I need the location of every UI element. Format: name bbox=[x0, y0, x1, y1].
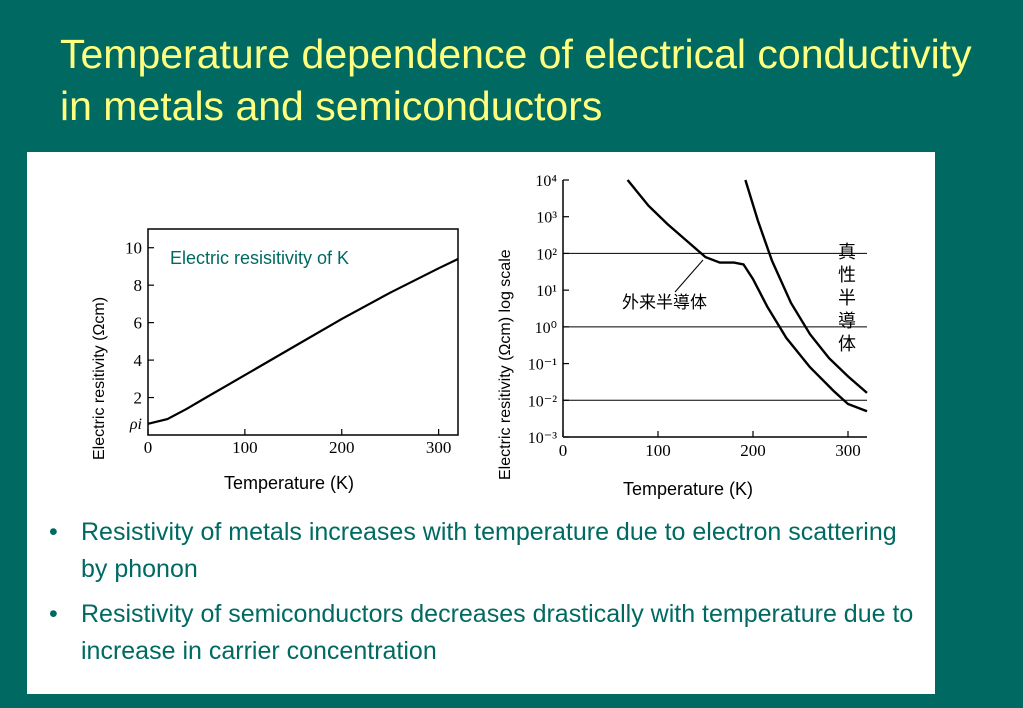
metal-x-tick-label: 300 bbox=[426, 438, 452, 457]
extrinsic-resistivity-line bbox=[626, 179, 868, 413]
charts-svg: 0 100 200 300 2 4 6 8 10 ρi 10⁴ 10³ 10² 10¹ 10⁰ 10⁻¹ 10⁻… bbox=[125, 173, 868, 460]
semi-x-tick-label: 0 bbox=[559, 441, 568, 460]
semi-y-tick-label: 10⁻² bbox=[528, 393, 557, 410]
bullet-dot: • bbox=[49, 600, 58, 628]
semi-y-tick-label: 10⁻¹ bbox=[528, 357, 557, 374]
intrinsic-label-char: 体 bbox=[838, 334, 856, 354]
extrinsic-label: 外来半導体 bbox=[622, 293, 707, 312]
semi-y-tick-label: 10⁴ bbox=[535, 173, 557, 190]
semi-y-tick-label: 10² bbox=[536, 246, 557, 263]
semi-x-tick-label: 100 bbox=[645, 441, 671, 460]
bullet-item: • Resistivity of metals increases with t… bbox=[41, 514, 921, 588]
metal-plot-frame bbox=[147, 228, 459, 436]
semi-x-tick-label: 300 bbox=[835, 441, 861, 460]
bullet-dot: • bbox=[49, 518, 58, 546]
intrinsic-label-char: 導 bbox=[838, 311, 856, 331]
bullet-list: • Resistivity of metals increases with t… bbox=[41, 514, 921, 678]
semi-y-tick-label: 10⁻³ bbox=[528, 430, 557, 447]
metal-chart-annotation: Electric resisitivity of K bbox=[170, 248, 350, 268]
intrinsic-label-char: 真 bbox=[838, 242, 856, 262]
metal-x-tick-label: 200 bbox=[329, 438, 355, 457]
metal-chart-ylabel: Electric resitivity (Ωcm) bbox=[91, 296, 108, 460]
bullet-item: • Resistivity of semiconductors decrease… bbox=[41, 596, 921, 670]
semi-y-tick-label: 10¹ bbox=[536, 283, 557, 300]
bullet-text: Resistivity of metals increases with tem… bbox=[81, 518, 897, 583]
metal-y-tick-label: 6 bbox=[134, 314, 143, 333]
metal-y-tick-label: 8 bbox=[134, 276, 143, 295]
semi-chart-xlabel: Temperature (K) bbox=[623, 479, 754, 499]
metal-y-tick-label: 4 bbox=[134, 351, 143, 370]
semi-x-tick-label: 200 bbox=[740, 441, 766, 460]
figure-panel: 0 100 200 300 2 4 6 8 10 ρi 10⁴ 10³ 10² 10¹ 10⁰ 10⁻¹ 10⁻… bbox=[27, 152, 935, 694]
semi-chart-ylabel: Electric resitivity (Ωcm) log scale bbox=[497, 249, 514, 480]
extrinsic-leader-line bbox=[674, 259, 704, 293]
metal-y-tick-label: 2 bbox=[134, 389, 143, 408]
semi-y-tick-label: 10⁰ bbox=[535, 320, 557, 337]
metal-y-rho-label: ρi bbox=[129, 416, 142, 433]
metal-resistivity-line bbox=[147, 258, 459, 425]
metal-y-tick-label: 10 bbox=[125, 239, 142, 258]
metal-x-tick-label: 0 bbox=[144, 438, 153, 457]
slide-title: Temperature dependence of electrical con… bbox=[60, 31, 972, 129]
intrinsic-resistivity-line bbox=[744, 179, 868, 394]
intrinsic-label-char: 半 bbox=[838, 288, 856, 308]
bullet-text: Resistivity of semiconductors decreases … bbox=[81, 600, 914, 665]
intrinsic-label-char: 性 bbox=[838, 265, 856, 285]
metal-x-tick-label: 100 bbox=[232, 438, 258, 457]
semi-y-tick-label: 10³ bbox=[536, 210, 557, 227]
metal-chart-xlabel: Temperature (K) bbox=[224, 473, 355, 493]
